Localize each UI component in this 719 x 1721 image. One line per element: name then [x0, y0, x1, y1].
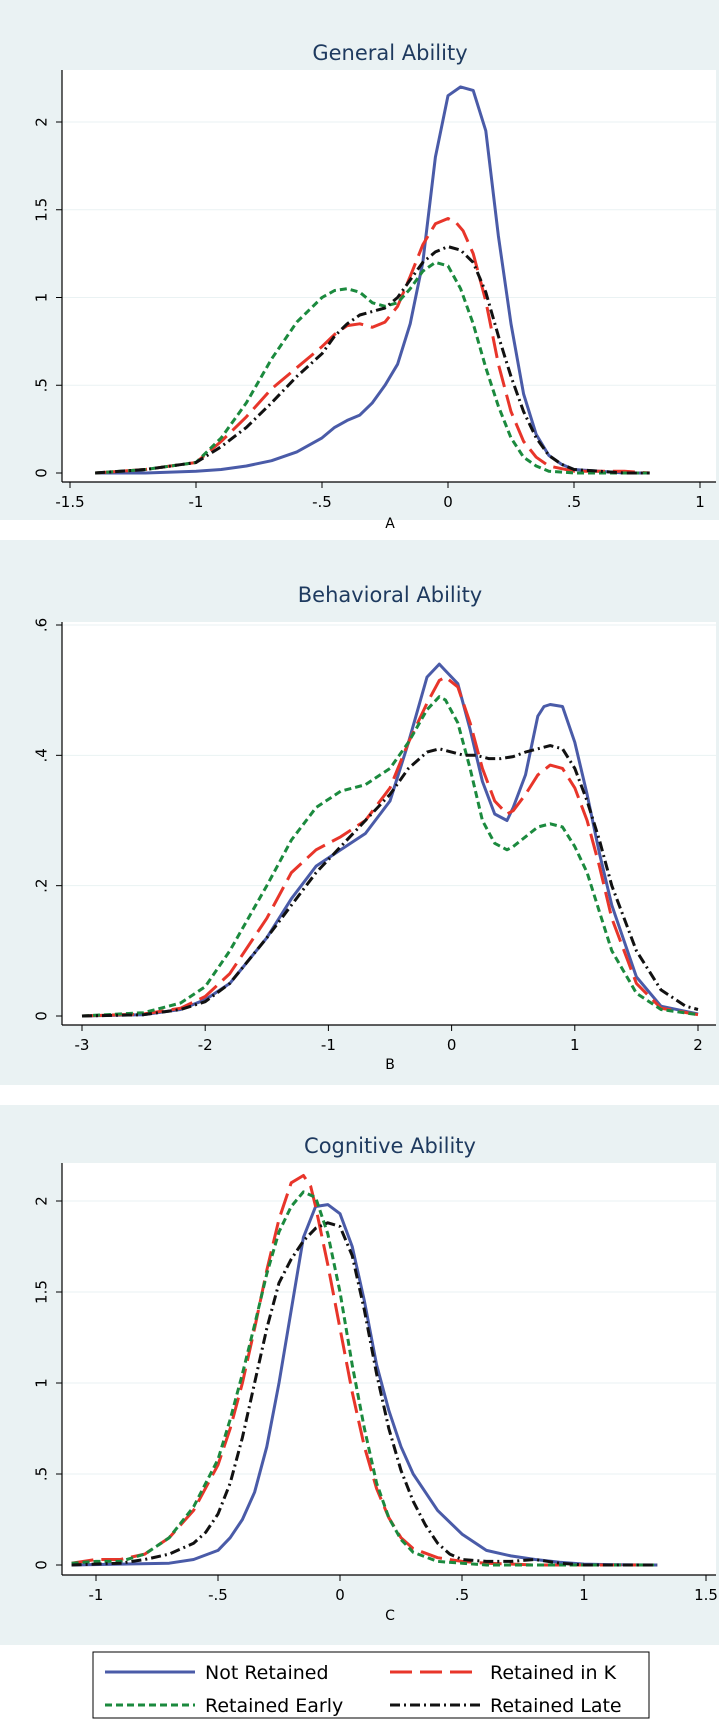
y-tick-label: 0: [33, 1560, 51, 1570]
y-tick-label: .5: [33, 378, 51, 392]
y-tick-label: 1: [33, 293, 51, 303]
y-tick-label: .5: [33, 1467, 51, 1481]
y-tick-label: 2: [33, 1196, 51, 1206]
x-tick-label: .5: [455, 1586, 469, 1604]
series-line-retained-late: [71, 1221, 658, 1567]
chart-title: General Ability: [312, 41, 467, 65]
y-tick-label: 1.5: [33, 1280, 51, 1304]
series-line-retained-in-k: [81, 675, 699, 1018]
y-tick-label: 0: [33, 1011, 51, 1021]
x-tick-label: .5: [567, 493, 581, 511]
x-tick-label: 1: [695, 493, 705, 511]
x-tick-label: -.5: [208, 1586, 228, 1604]
y-tick-label: 1: [33, 1378, 51, 1388]
series-line-not-retained: [71, 1203, 658, 1567]
series-line-retained-early: [95, 260, 650, 475]
legend-label: Retained Late: [490, 1695, 622, 1717]
plot-area: [62, 622, 716, 1025]
chart-panel-2: Behavioral Ability 0 .2 .4 .6 -3 -2 -1 0 1 2 B: [0, 540, 719, 1085]
legend-label: Retained Early: [205, 1695, 343, 1717]
plot-area: [62, 70, 716, 482]
series-line-retained-early: [81, 695, 699, 1018]
x-tick-label: -1.5: [55, 493, 84, 511]
y-tick-label: .4: [33, 748, 51, 762]
series-line-retained-in-k: [95, 217, 650, 475]
x-tick-label: 1.5: [694, 1586, 718, 1604]
chart-panel-3: Cognitive Ability 0 .5 1 1.5 2 -1 -.5 0 .5 1 1.5 C: [0, 1105, 719, 1645]
y-tick-label: 1.5: [33, 198, 51, 222]
x-axis-label: C: [385, 1608, 395, 1624]
legend-label: Retained in K: [490, 1662, 617, 1684]
legend-label: Not Retained: [205, 1662, 329, 1684]
y-tick-label: .2: [33, 879, 51, 893]
x-tick-label: -2: [198, 1036, 213, 1054]
x-tick-label: -1: [321, 1036, 336, 1054]
chart-panel-1: General Ability 0 .5 1 1.5 2 -1.5 -1 -.5 0 .5 1 A: [0, 0, 719, 532]
x-tick-label: -1: [189, 493, 204, 511]
y-tick-label: 2: [33, 117, 51, 127]
series-line-retained-late: [95, 245, 650, 475]
x-tick-label: 2: [693, 1036, 703, 1054]
x-tick-label: 0: [447, 1036, 457, 1054]
series-line-retained-late: [81, 744, 699, 1018]
y-tick-label: 0: [33, 468, 51, 478]
chart-title: Behavioral Ability: [298, 583, 483, 607]
plot-area: [62, 1163, 716, 1575]
x-axis-label: B: [385, 1057, 395, 1073]
x-tick-label: 0: [335, 1586, 345, 1604]
x-tick-label: 1: [570, 1036, 580, 1054]
x-tick-label: -.5: [312, 493, 332, 511]
x-axis-label: A: [385, 516, 395, 532]
x-tick-label: 1: [579, 1586, 589, 1604]
y-tick-label: .6: [33, 618, 51, 632]
legend: Not Retained Retained in K Retained Early R…: [92, 1651, 650, 1719]
chart-title: Cognitive Ability: [304, 1134, 476, 1158]
x-tick-label: -3: [75, 1036, 90, 1054]
legend-box: [92, 1651, 650, 1719]
x-tick-label: -1: [89, 1586, 104, 1604]
x-tick-label: 0: [443, 493, 453, 511]
